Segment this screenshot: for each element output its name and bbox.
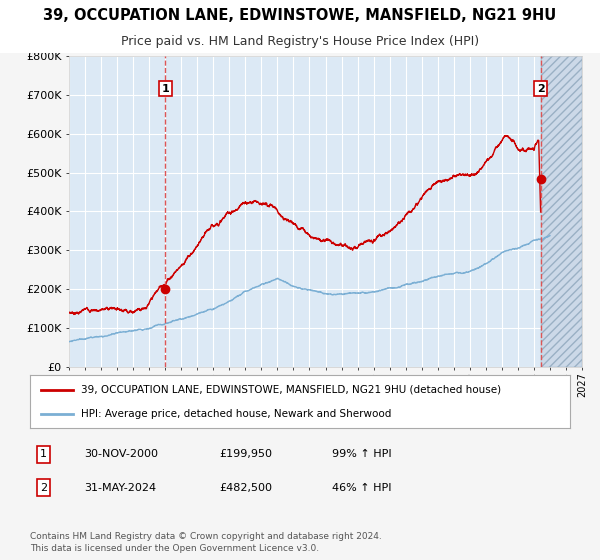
Text: £199,950: £199,950: [219, 449, 272, 459]
Text: HPI: Average price, detached house, Newark and Sherwood: HPI: Average price, detached house, Newa…: [82, 409, 392, 419]
Bar: [541, 56, 582, 367]
Text: Contains HM Land Registry data © Crown copyright and database right 2024.: Contains HM Land Registry data © Crown c…: [30, 532, 382, 541]
Text: £482,500: £482,500: [219, 483, 272, 493]
Text: 2: 2: [40, 483, 47, 493]
Text: 46% ↑ HPI: 46% ↑ HPI: [332, 483, 392, 493]
Text: 39, OCCUPATION LANE, EDWINSTOWE, MANSFIELD, NG21 9HU: 39, OCCUPATION LANE, EDWINSTOWE, MANSFIE…: [43, 8, 557, 24]
Text: 31-MAY-2024: 31-MAY-2024: [84, 483, 156, 493]
Text: 99% ↑ HPI: 99% ↑ HPI: [332, 449, 392, 459]
Text: Price paid vs. HM Land Registry's House Price Index (HPI): Price paid vs. HM Land Registry's House …: [121, 35, 479, 48]
Text: 39, OCCUPATION LANE, EDWINSTOWE, MANSFIELD, NG21 9HU (detached house): 39, OCCUPATION LANE, EDWINSTOWE, MANSFIE…: [82, 385, 502, 395]
Text: This data is licensed under the Open Government Licence v3.0.: This data is licensed under the Open Gov…: [30, 544, 319, 553]
Text: 30-NOV-2000: 30-NOV-2000: [84, 449, 158, 459]
Text: 1: 1: [161, 83, 169, 94]
Text: 1: 1: [40, 449, 47, 459]
Text: 2: 2: [537, 83, 545, 94]
